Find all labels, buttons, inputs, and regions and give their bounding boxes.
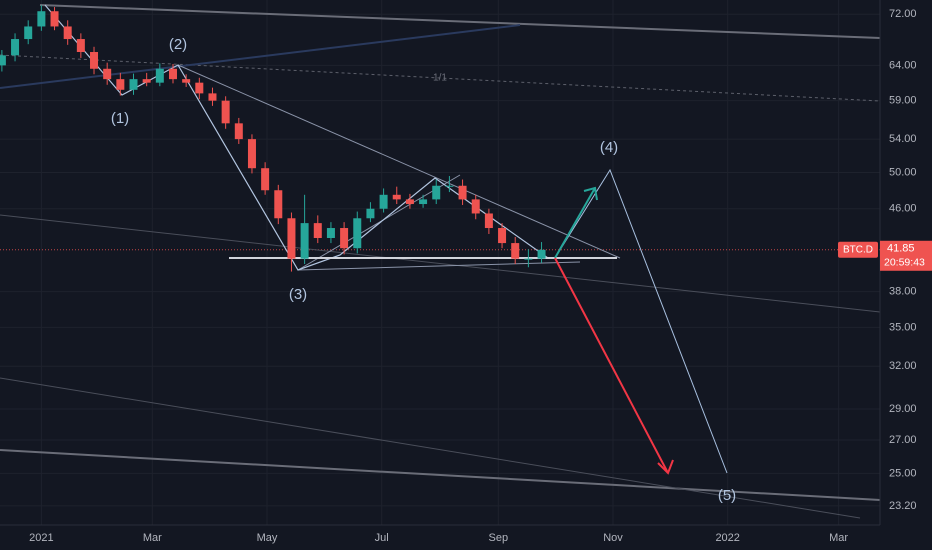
- candle-body: [405, 199, 414, 205]
- fib-line: [0, 54, 881, 102]
- candle-body: [11, 39, 20, 56]
- channel-line: [297, 261, 581, 271]
- candle-body: [471, 199, 480, 214]
- candle-body: [0, 55, 6, 66]
- wave-label: (1): [111, 110, 129, 127]
- candle-body: [50, 11, 59, 27]
- x-tick-label: Mar: [143, 532, 162, 544]
- candle-body: [511, 243, 520, 259]
- candle-body: [155, 68, 164, 83]
- candle-body: [537, 249, 546, 259]
- symbol-box: [838, 241, 878, 258]
- candle-body: [524, 258, 533, 260]
- candle-body: [366, 208, 375, 219]
- y-tick-label: 35.00: [889, 321, 917, 333]
- candle-body: [313, 223, 322, 239]
- candle-body: [287, 218, 296, 259]
- wave-label: (5): [718, 487, 736, 504]
- y-tick-label: 27.00: [889, 434, 917, 446]
- candle-body: [274, 190, 283, 219]
- candle-body: [142, 79, 151, 83]
- candle-body: [484, 213, 493, 229]
- candle-body: [261, 168, 270, 191]
- candle-body: [168, 68, 177, 80]
- axes: 72.00 64.00 59.00 54.00 50.00 46.00 38.00 35.00…: [29, 8, 916, 544]
- fib-label: 1/1: [433, 73, 447, 84]
- projection-path: [554, 168, 728, 474]
- x-tick-label: May: [257, 532, 278, 544]
- price-tag: BTC.D 41.85 20:59:43: [838, 240, 932, 271]
- candle-body: [103, 68, 112, 80]
- trend-line: [0, 214, 881, 313]
- candle-body: [445, 185, 454, 187]
- candle-body: [24, 26, 33, 40]
- y-tick-label: 32.00: [889, 360, 917, 372]
- y-tick-label: 23.20: [889, 500, 917, 512]
- wave-label: (4): [600, 139, 618, 156]
- wave-label: (2): [169, 36, 187, 53]
- candle-body: [76, 39, 85, 53]
- trend-line: [177, 64, 621, 259]
- candles: [0, 5, 546, 272]
- candle-body: [182, 79, 191, 83]
- candle-body: [90, 52, 99, 69]
- x-tick-label: 2021: [29, 532, 53, 544]
- down-arrow: [554, 257, 669, 474]
- x-tick-label: Nov: [603, 532, 623, 544]
- y-tick-label: 25.00: [889, 467, 917, 479]
- candle-body: [208, 93, 217, 101]
- candle-body: [498, 228, 507, 244]
- candle-body: [37, 11, 46, 27]
- wave-label: (3): [289, 286, 307, 303]
- candle-body: [116, 79, 125, 90]
- candle-body: [432, 185, 441, 200]
- candle-body: [63, 26, 72, 40]
- price-label: 41.85: [887, 243, 915, 255]
- candle-body: [458, 185, 467, 200]
- x-tick-label: Sep: [489, 532, 509, 544]
- trend-line: [0, 377, 861, 519]
- trend-line: [0, 24, 521, 89]
- y-tick-label: 54.00: [889, 133, 917, 145]
- y-tick-label: 72.00: [889, 8, 917, 20]
- candle-body: [195, 82, 204, 94]
- trend-line: [39, 4, 881, 39]
- trend-line: [0, 449, 881, 501]
- y-tick-label: 46.00: [889, 203, 917, 215]
- y-tick-label: 50.00: [889, 166, 917, 178]
- candle-body: [419, 199, 428, 205]
- candle-body: [129, 79, 138, 90]
- symbol-label: BTC.D: [843, 244, 873, 255]
- candle-body: [379, 194, 388, 209]
- up-arrow: [554, 187, 596, 259]
- x-tick-label: 2022: [715, 532, 739, 544]
- candle-body: [221, 100, 230, 124]
- x-tick-label: Mar: [829, 532, 848, 544]
- y-tick-label: 59.00: [889, 95, 917, 107]
- y-tick-label: 38.00: [889, 286, 917, 298]
- candle-body: [247, 139, 256, 169]
- x-tick-label: Jul: [375, 532, 389, 544]
- candle-body: [234, 123, 243, 140]
- y-tick-label: 64.00: [889, 59, 917, 71]
- candle-body: [340, 228, 349, 249]
- wave-path: [44, 4, 549, 271]
- down-arrow-head: [657, 459, 674, 475]
- countdown-label: 20:59:43: [884, 257, 925, 269]
- candle-body: [326, 228, 335, 239]
- price-box: [880, 240, 932, 271]
- candle-body: [300, 223, 309, 259]
- y-tick-label: 29.00: [889, 403, 917, 415]
- candle-body: [392, 194, 401, 200]
- candle-body: [353, 218, 362, 249]
- up-arrow-head: [583, 186, 598, 201]
- grid: [0, 0, 880, 525]
